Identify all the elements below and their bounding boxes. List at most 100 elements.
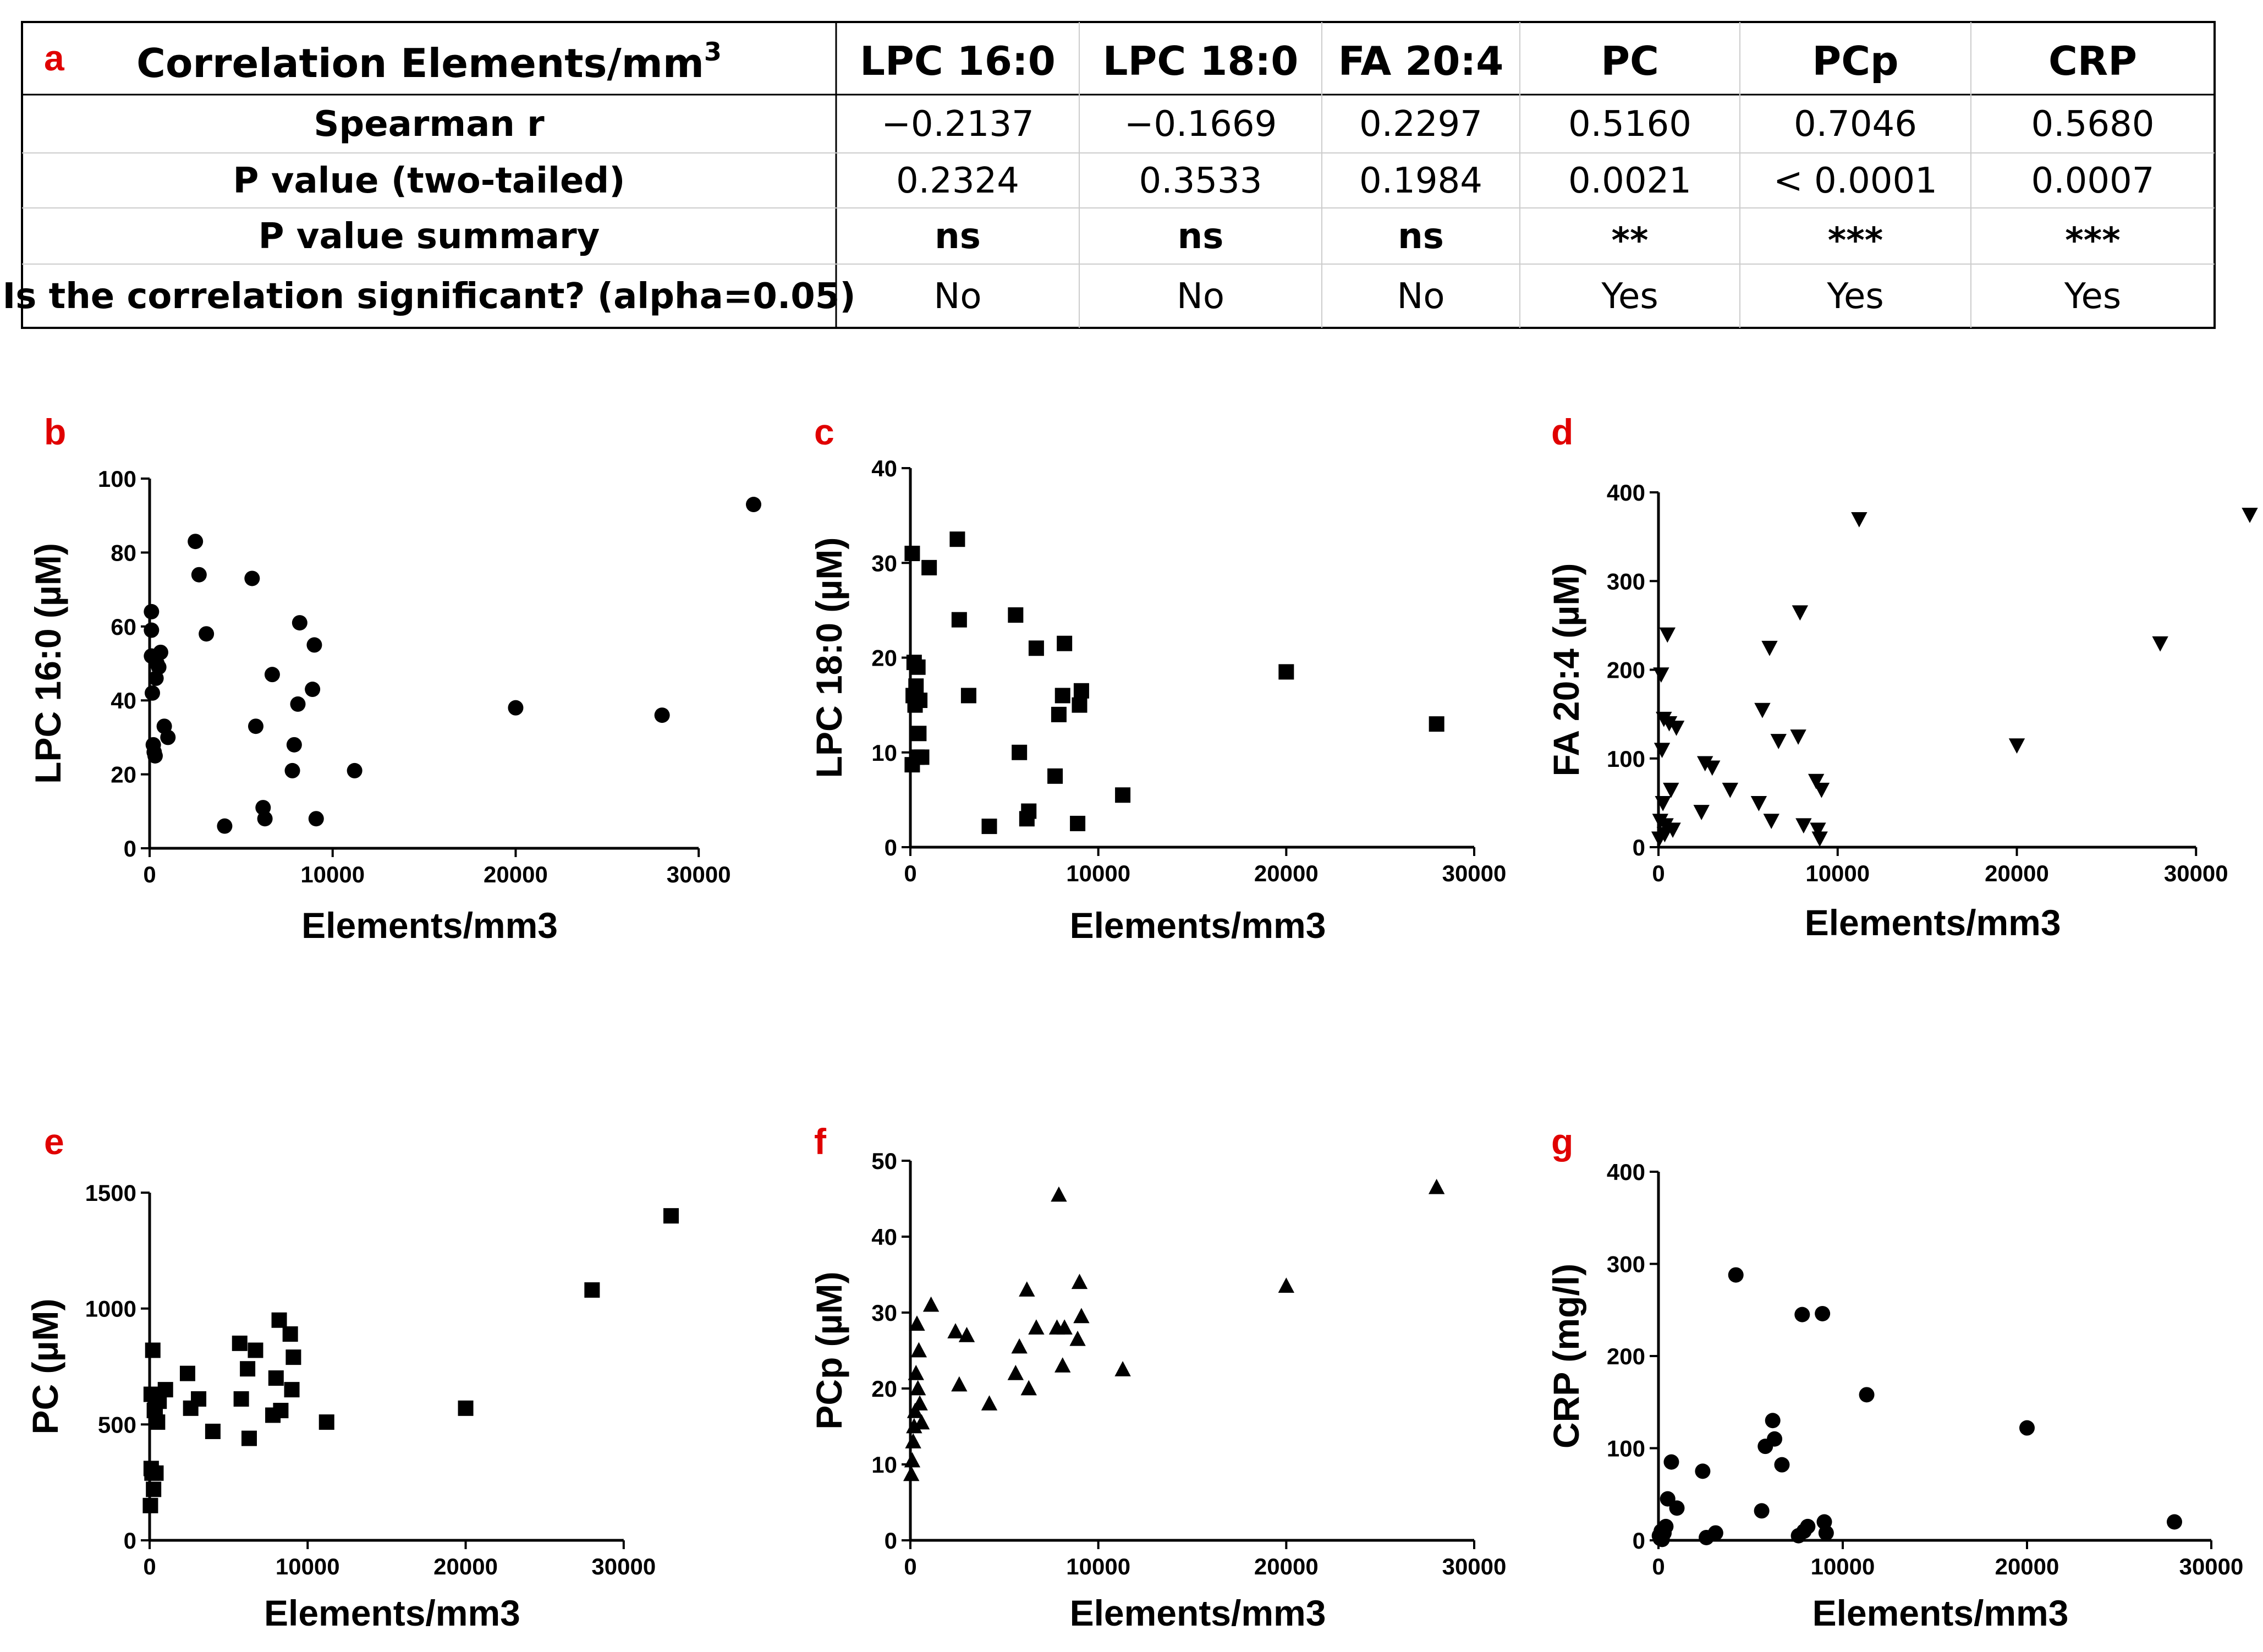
data-point bbox=[922, 1296, 940, 1312]
data-point bbox=[913, 1414, 930, 1430]
data-point bbox=[308, 811, 324, 827]
table-cell: 0.5160 bbox=[1568, 104, 1691, 145]
data-point bbox=[1750, 796, 1767, 811]
data-point bbox=[1765, 1413, 1781, 1429]
y-tick-label: 200 bbox=[1607, 1343, 1645, 1369]
x-tick-label: 10000 bbox=[300, 861, 365, 887]
data-point bbox=[1007, 1365, 1024, 1380]
x-tick-label: 10000 bbox=[1066, 1554, 1130, 1579]
data-point bbox=[1056, 1319, 1073, 1335]
data-point bbox=[1047, 768, 1063, 784]
table-cell: 0.0007 bbox=[2031, 161, 2155, 201]
table-cell: Yes bbox=[2064, 276, 2121, 317]
table-cell: ** bbox=[1612, 221, 1649, 261]
y-tick-label: 300 bbox=[1607, 568, 1645, 594]
data-point bbox=[1663, 1454, 1679, 1470]
x-tick-label: 10000 bbox=[276, 1554, 340, 1579]
data-point bbox=[1019, 1281, 1035, 1297]
data-point bbox=[292, 615, 307, 631]
table-cell: Yes bbox=[1826, 276, 1883, 317]
data-point bbox=[947, 1323, 964, 1338]
data-point bbox=[284, 762, 300, 778]
panel-label-a: a bbox=[44, 37, 65, 78]
data-point bbox=[1704, 760, 1721, 776]
data-point bbox=[1794, 1307, 1810, 1322]
panel-label-f: f bbox=[814, 1121, 827, 1162]
x-tick-label: 20000 bbox=[433, 1554, 498, 1579]
y-tick-label: 20 bbox=[871, 1376, 897, 1402]
y-tick-label: 20 bbox=[871, 645, 897, 671]
y-tick-label: 100 bbox=[98, 466, 136, 492]
data-point bbox=[951, 1376, 968, 1392]
row-label: P value summary bbox=[259, 216, 600, 257]
y-axis-title: PC (µM) bbox=[25, 1299, 65, 1435]
y-tick-label: 0 bbox=[885, 1528, 897, 1554]
data-point bbox=[904, 546, 920, 562]
y-axis-title: FA 20:4 (µM) bbox=[1546, 563, 1586, 777]
data-point bbox=[1658, 1518, 1674, 1534]
y-tick-label: 0 bbox=[1633, 1528, 1645, 1554]
data-point bbox=[1810, 822, 1826, 838]
data-points bbox=[904, 531, 1444, 835]
data-point bbox=[1815, 1305, 1831, 1321]
data-point bbox=[273, 1403, 289, 1419]
data-point bbox=[910, 659, 926, 675]
scatter-panel-b: b 0 10000 20000 30000 0 20 40 60 80 100 Elements/mm… bbox=[28, 411, 761, 946]
data-point bbox=[1668, 720, 1685, 736]
y-tick-label: 500 bbox=[98, 1412, 136, 1437]
data-point bbox=[146, 1481, 162, 1497]
table-cell: ns bbox=[1178, 216, 1224, 257]
data-point bbox=[1770, 734, 1787, 749]
column-header: PCp bbox=[1812, 38, 1898, 84]
column-header: CRP bbox=[2048, 38, 2137, 84]
table-cell: 0.0021 bbox=[1568, 161, 1691, 201]
scatter-panel-e: e 0 10000 20000 30000 0 500 1000 1500 Elements/mm… bbox=[25, 1121, 679, 1633]
data-points bbox=[1651, 507, 2258, 847]
x-tick-label: 20000 bbox=[1995, 1554, 2059, 1579]
x-tick-label: 20000 bbox=[484, 861, 548, 887]
row-label: Spearman r bbox=[314, 104, 545, 145]
data-point bbox=[268, 1370, 284, 1386]
data-point bbox=[2019, 1420, 2035, 1436]
data-point bbox=[2242, 507, 2258, 523]
panel-label-d: d bbox=[1551, 411, 1573, 452]
data-point bbox=[951, 612, 967, 628]
data-point bbox=[145, 1342, 161, 1358]
scatter-panel-f: f 0 10000 20000 30000 0 10 20 30 40 50 Elements/mm3… bbox=[809, 1121, 1506, 1633]
y-axis-title: PCp (µM) bbox=[809, 1271, 849, 1429]
data-point bbox=[1761, 640, 1778, 656]
data-point bbox=[151, 659, 167, 675]
y-tick-label: 0 bbox=[124, 1528, 136, 1554]
data-point bbox=[2167, 1514, 2182, 1530]
data-point bbox=[144, 685, 160, 701]
table-cell: Yes bbox=[1601, 276, 1658, 317]
x-tick-label: 30000 bbox=[667, 861, 731, 887]
x-tick-label: 0 bbox=[904, 1554, 916, 1579]
x-tick-label: 10000 bbox=[1811, 1554, 1875, 1579]
data-points bbox=[1651, 1267, 2182, 1547]
y-tick-label: 100 bbox=[1607, 1436, 1645, 1462]
data-point bbox=[1028, 1319, 1045, 1335]
x-tick-label: 20000 bbox=[1985, 860, 2049, 886]
data-point bbox=[1054, 1357, 1071, 1373]
data-point bbox=[1659, 627, 1676, 643]
data-point bbox=[1071, 1274, 1088, 1289]
data-point bbox=[286, 737, 302, 753]
data-point bbox=[147, 748, 163, 764]
data-point bbox=[909, 1315, 925, 1331]
row-label: P value (two-tailed) bbox=[233, 161, 625, 201]
data-point bbox=[1011, 1338, 1028, 1354]
data-point bbox=[290, 696, 306, 712]
data-point bbox=[240, 1361, 256, 1377]
scatter-panel-c: c 0 10000 20000 30000 0 10 20 30 40 Elements/mm3 LP… bbox=[809, 411, 1506, 946]
x-tick-label: 30000 bbox=[2164, 860, 2228, 886]
data-point bbox=[148, 1465, 164, 1481]
data-point bbox=[284, 1382, 300, 1398]
y-tick-label: 200 bbox=[1607, 657, 1645, 683]
data-point bbox=[1754, 1503, 1770, 1519]
panel-label-e: e bbox=[44, 1121, 64, 1162]
data-point bbox=[1669, 1500, 1685, 1516]
data-point bbox=[981, 819, 997, 835]
y-tick-label: 0 bbox=[885, 835, 897, 860]
data-point bbox=[1115, 787, 1131, 803]
